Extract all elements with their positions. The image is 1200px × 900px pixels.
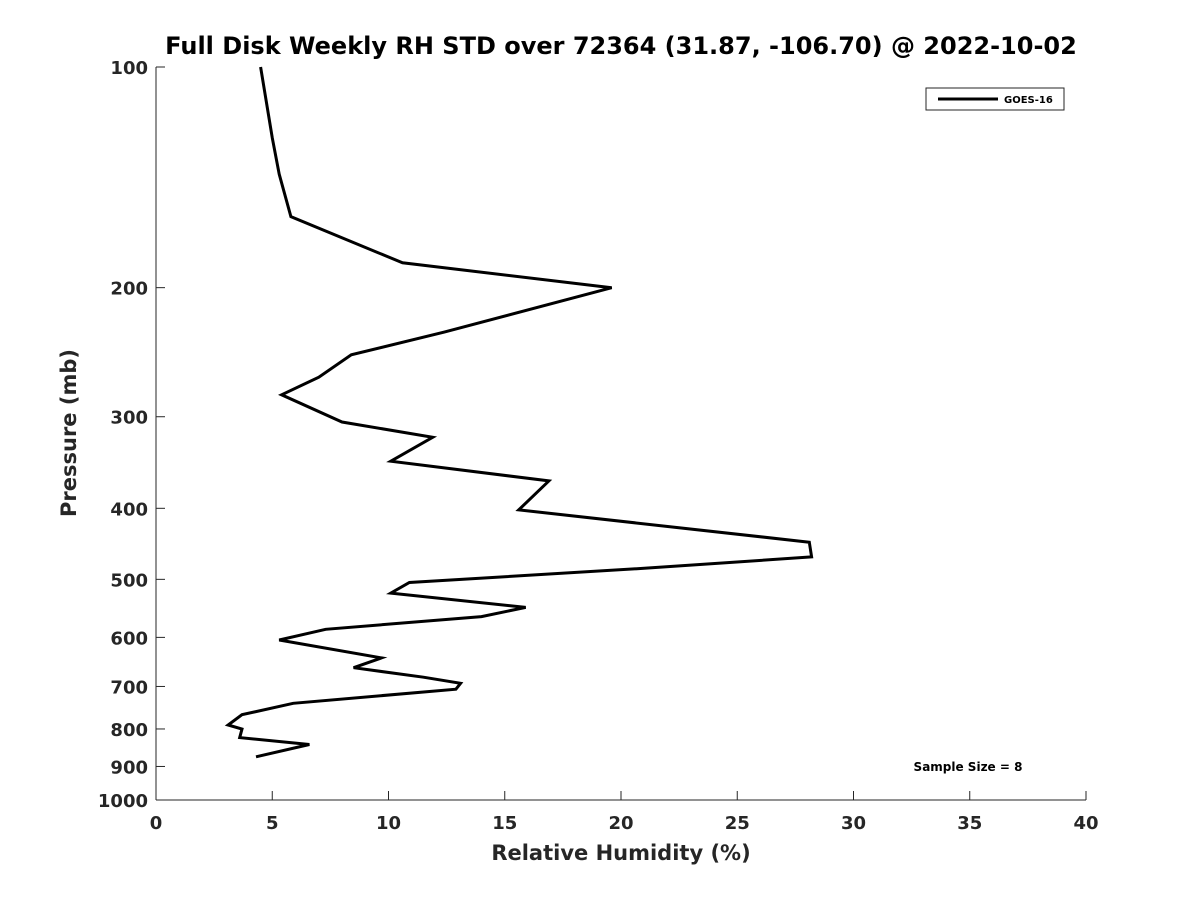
x-tick-label: 40 [1073,813,1098,834]
y-tick-label: 400 [110,499,148,520]
series-layer [224,66,814,759]
y-tick-label: 500 [110,570,148,591]
y-ticks: 100 200 300 400 500 600 700 800 900 1000 [98,58,165,812]
x-tick-label: 5 [266,813,279,834]
chart-title: Full Disk Weekly RH STD over 72364 (31.8… [165,32,1077,60]
y-tick-label: 800 [110,720,148,741]
y-tick-label: 900 [110,757,148,778]
x-tick-label: 0 [150,813,163,834]
x-tick-label: 10 [376,813,401,834]
y-tick-label: 600 [110,628,148,649]
x-tick-label: 25 [725,813,750,834]
y-tick-label: 100 [110,58,148,79]
legend-label-goes-16: GOES-16 [1004,95,1053,106]
y-tick-label: 200 [110,279,148,300]
legend: GOES-16 [925,87,1065,111]
x-axis-label: Relative Humidity (%) [491,841,750,865]
x-tick-label: 35 [957,813,982,834]
y-axis-label: Pressure (mb) [57,349,81,517]
x-tick-label: 20 [608,813,633,834]
y-tick-label: 300 [110,408,148,429]
sample-size-annotation: Sample Size = 8 [914,760,1023,774]
y-tick-label: 700 [110,677,148,698]
x-tick-label: 15 [492,813,517,834]
x-tick-label: 30 [841,813,866,834]
plot-area [156,67,1086,800]
series-line-goes-16 [224,66,814,759]
x-ticks: 0 5 10 15 20 25 30 35 40 [150,791,1099,834]
y-tick-label: 1000 [98,791,148,812]
